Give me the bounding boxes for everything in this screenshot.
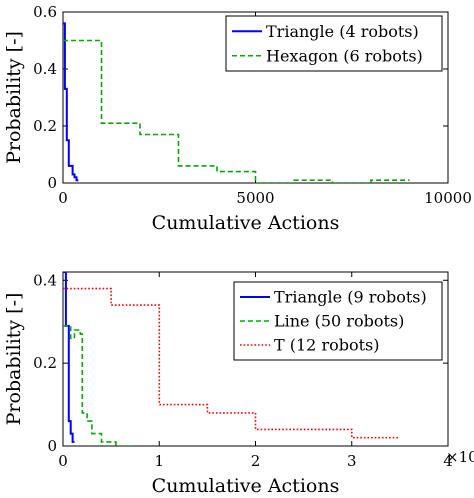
legend: Triangle (4 robots) Hexagon (6 robots) <box>225 15 443 72</box>
x-tick-label: 10000 <box>424 189 472 207</box>
x-tick-label: 2 <box>251 452 261 470</box>
series-line-1 <box>63 272 75 443</box>
plot-area <box>63 22 410 183</box>
x-axis-label: Cumulative Actions <box>152 475 340 497</box>
x-tick-label: 4 <box>443 452 453 470</box>
x-tick-label: 0 <box>58 189 68 207</box>
top-chart-panel: 0 5000 10000 0 0.2 0.4 0.6 Cumulative Actions Pr… <box>3 3 472 234</box>
series-line-1 <box>63 22 79 182</box>
series-line-2 <box>63 325 131 446</box>
legend-label: Line (50 robots) <box>274 312 404 331</box>
y-tick-label: 0.6 <box>33 3 57 21</box>
legend-label: Hexagon (6 robots) <box>266 46 423 65</box>
y-axis-label: Probability [-] <box>3 31 25 164</box>
y-tick-label: 0.2 <box>33 354 57 372</box>
x-axis-label: Cumulative Actions <box>152 212 340 234</box>
series-line-3 <box>63 287 400 439</box>
legend-box <box>225 15 443 72</box>
legend: Triangle (9 robots) Line (50 robots) T (12… <box>233 281 443 361</box>
x-multiplier-label: ×10⁶ <box>446 448 474 466</box>
y-axis-label: Probability [-] <box>3 293 25 426</box>
x-tick-label: 1 <box>154 452 164 470</box>
y-tick-label: 0.4 <box>33 271 57 289</box>
y-tick-label: 0.4 <box>33 60 57 78</box>
y-tick-label: 0 <box>47 437 57 455</box>
legend-label: Triangle (4 robots) <box>266 22 419 41</box>
plot-area <box>63 272 400 446</box>
y-tick-label: 0 <box>47 174 57 192</box>
legend-label: T (12 robots) <box>274 336 379 355</box>
x-tick-label: 5000 <box>236 189 274 207</box>
legend-label: Triangle (9 robots) <box>274 288 427 307</box>
x-tick-label: 3 <box>347 452 357 470</box>
y-tick-label: 0.2 <box>33 117 57 135</box>
bottom-chart-panel: 0 1 2 3 4 0 0.2 0.4 ×10⁶ Cumulative Actions Probab… <box>3 271 474 497</box>
x-tick-label: 0 <box>58 452 68 470</box>
series-line-2 <box>63 39 410 183</box>
